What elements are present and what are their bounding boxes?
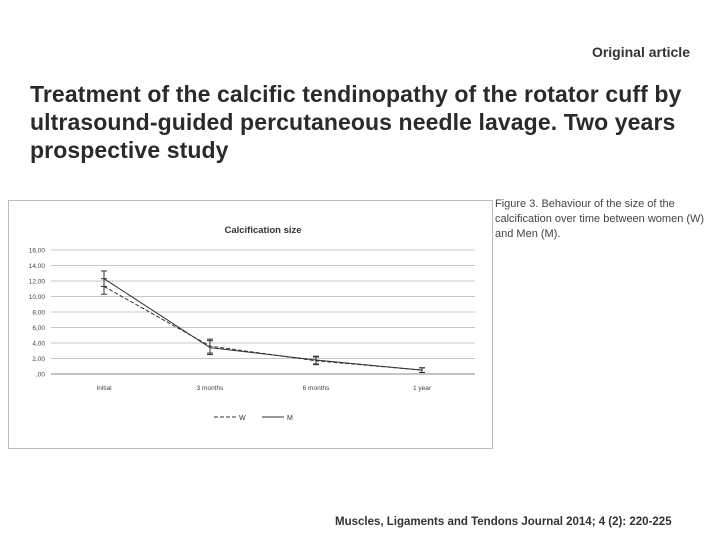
x-tick-label: 6 months — [303, 385, 330, 392]
series-line-W — [103, 285, 423, 371]
chart-title: Calcification size — [224, 225, 301, 236]
series-line-M — [103, 278, 423, 371]
x-tick-label: Initial — [96, 385, 112, 392]
figure-caption: Figure 3. Behaviour of the size of the c… — [495, 198, 705, 240]
article-type-label: Original article — [591, 44, 690, 60]
y-tick-label: 10,00 — [29, 294, 46, 301]
calcification-size-chart: Calcification size 16,00 14,00 12,00 10,00 8,… — [29, 225, 475, 422]
y-tick-label: 6,00 — [32, 325, 45, 332]
y-tick-label: 14,00 — [29, 263, 46, 270]
figure-3: Calcification size 16,00 14,00 12,00 10,00 8,… — [8, 200, 493, 449]
article-title: Treatment of the calcific tendinopathy o… — [30, 81, 682, 163]
journal-citation: Muscles, Ligaments and Tendons Journal 2… — [335, 516, 672, 528]
x-tick-label: 1 year — [413, 385, 432, 392]
x-tick-label: 3 months — [197, 385, 224, 392]
y-tick-label: 8,00 — [32, 310, 45, 317]
y-tick-label: 4,00 — [32, 341, 45, 348]
y-tick-label: 2,00 — [32, 356, 45, 363]
y-tick-label: 12,00 — [29, 279, 46, 286]
y-tick-label: 16,00 — [29, 248, 46, 255]
legend-label-M: M — [287, 415, 293, 422]
legend-label-W: W — [239, 415, 246, 422]
y-tick-label: ,00 — [36, 372, 45, 379]
